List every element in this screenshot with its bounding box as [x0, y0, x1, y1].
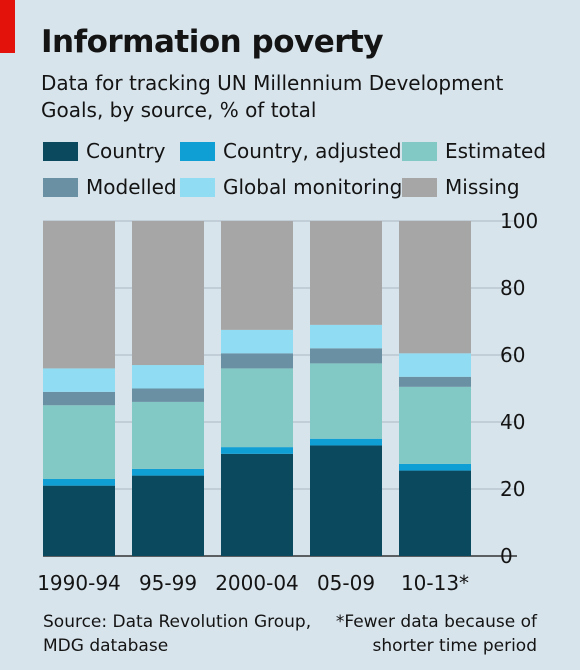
- legend-label-missing: Missing: [445, 175, 520, 199]
- legend-item-missing: Missing: [402, 174, 520, 200]
- legend-swatch-country-adjusted: [180, 141, 215, 161]
- bar-segment-country-adjusted-05-09: [310, 438, 382, 446]
- bar-segment-country-10-13: [399, 470, 471, 556]
- legend-label-modelled: Modelled: [86, 175, 177, 199]
- bar-segment-modelled-1990-94: [43, 391, 115, 406]
- y-tick-label-20: 20: [500, 477, 525, 501]
- legend-swatch-missing: [402, 177, 437, 197]
- legend-label-country-adjusted: Country, adjusted: [223, 139, 402, 163]
- bar-segment-missing-05-09: [310, 221, 382, 325]
- bar-segment-global-monitoring-95-99: [132, 365, 204, 389]
- bar-segment-estimated-05-09: [310, 363, 382, 439]
- bar-segment-country-05-09: [310, 445, 382, 556]
- bar-segment-estimated-10-13: [399, 386, 471, 464]
- bar-segment-country-adjusted-1990-94: [43, 478, 115, 486]
- x-tick-label-1990-94: 1990-94: [37, 571, 121, 595]
- legend-item-modelled: Modelled: [43, 174, 177, 200]
- bar-segment-missing-95-99: [132, 221, 204, 366]
- bar-segment-country-2000-04: [221, 453, 293, 556]
- bar-segment-missing-1990-94: [43, 221, 115, 369]
- legend-label-global-monitoring: Global monitoring: [223, 175, 403, 199]
- bar-segment-global-monitoring-10-13: [399, 353, 471, 377]
- y-tick-label-0: 0: [500, 544, 513, 568]
- legend-label-country: Country: [86, 139, 166, 163]
- bar-segment-modelled-2000-04: [221, 353, 293, 369]
- bar-segment-country-adjusted-95-99: [132, 468, 204, 476]
- chart-title: Information poverty: [41, 24, 384, 60]
- y-tick-label-60: 60: [500, 343, 525, 367]
- bar-segment-estimated-95-99: [132, 401, 204, 469]
- legend-swatch-country: [43, 141, 78, 161]
- bar-segment-modelled-10-13: [399, 376, 471, 387]
- bar-segment-country-1990-94: [43, 485, 115, 556]
- legend-swatch-estimated: [402, 141, 437, 161]
- legend-label-estimated: Estimated: [445, 139, 547, 163]
- bar-segment-global-monitoring-05-09: [310, 324, 382, 349]
- footnote: *Fewer data because of shorter time peri…: [335, 612, 537, 656]
- x-tick-label-05-09: 05-09: [317, 571, 375, 595]
- legend-item-country-adjusted: Country, adjusted: [180, 138, 402, 164]
- bar-segment-modelled-95-99: [132, 388, 204, 402]
- bar-segment-country-adjusted-2000-04: [221, 447, 293, 454]
- legend: Country Country, adjusted Estimated Mode…: [43, 138, 563, 208]
- x-tick-label-95-99: 95-99: [139, 571, 197, 595]
- x-tick-label-10-13: 10-13*: [401, 571, 469, 595]
- bar-segment-modelled-05-09: [310, 348, 382, 364]
- brand-red-tab: [0, 0, 15, 53]
- bar-segment-missing-2000-04: [221, 221, 293, 330]
- legend-swatch-global-monitoring: [180, 177, 215, 197]
- legend-item-estimated: Estimated: [402, 138, 546, 164]
- bar-segment-global-monitoring-1990-94: [43, 368, 115, 392]
- x-tick-label-2000-04: 2000-04: [215, 571, 299, 595]
- bar-segment-estimated-2000-04: [221, 368, 293, 448]
- legend-swatch-modelled: [43, 177, 78, 197]
- bar-segment-country-adjusted-10-13: [399, 463, 471, 471]
- source-note: Source: Data Revolution Group, MDG datab…: [43, 612, 312, 656]
- y-tick-label-40: 40: [500, 410, 525, 434]
- y-tick-label-80: 80: [500, 276, 525, 300]
- y-tick-label-100: 100: [500, 209, 538, 233]
- bar-segment-country-95-99: [132, 475, 204, 556]
- bar-segment-missing-10-13: [399, 221, 471, 354]
- legend-item-country: Country: [43, 138, 165, 164]
- bar-segment-estimated-1990-94: [43, 405, 115, 479]
- legend-item-global-monitoring: Global monitoring: [180, 174, 402, 200]
- bar-segment-global-monitoring-2000-04: [221, 329, 293, 354]
- chart-subtitle: Data for tracking UN Millennium Developm…: [41, 71, 504, 122]
